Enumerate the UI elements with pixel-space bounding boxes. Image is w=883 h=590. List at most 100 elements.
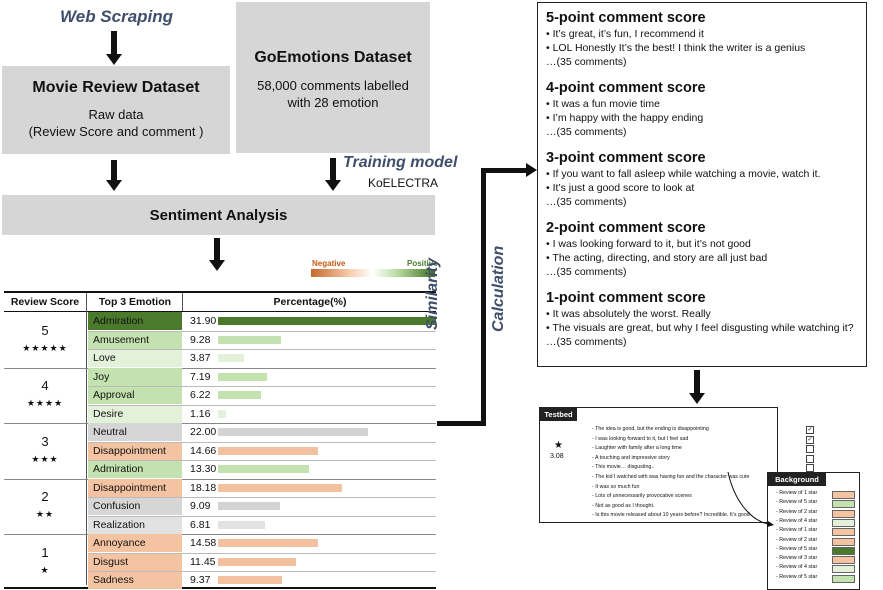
comment-item: • LOL Honestly It’s the best! I think th…	[546, 42, 806, 54]
sentiment-analysis-title: Sentiment Analysis	[149, 207, 288, 224]
score-section-title: 4-point comment score	[546, 80, 706, 96]
emotion-label: Sadness	[88, 571, 182, 589]
score-number: 1	[41, 544, 49, 560]
percentage-value: 6.22	[190, 389, 211, 401]
background-title: Background	[768, 473, 826, 486]
percentage-value: 7.19	[190, 370, 211, 383]
movie-review-line2: (Review Score and comment )	[28, 124, 204, 139]
testbed-title: Testbed	[540, 408, 577, 421]
similarity-label: Similarity	[424, 257, 441, 330]
score-cell: 3 ★★★	[4, 434, 86, 465]
background-mini-bar	[832, 491, 855, 499]
testbed-comment: - Not as good as I thought.	[592, 502, 655, 509]
percentage-value: 18.18	[190, 481, 217, 494]
percentage-value: 3.87	[190, 352, 211, 364]
row-divider	[88, 460, 436, 461]
score-section-title: 5-point comment score	[546, 10, 706, 26]
testbed-comment: - A touching and impressive story	[592, 454, 670, 461]
comment-item: • It was absolutely the worst. Really	[546, 308, 711, 320]
percentage-value: 9.09	[190, 500, 211, 512]
background-mini-bar	[832, 518, 855, 527]
percentage-bar	[218, 335, 282, 344]
background-review: - Review of 5 star	[776, 499, 818, 506]
comment-score-panel: 5-point comment score • It’s great, it’s …	[537, 2, 867, 367]
table-header: Review Score Top 3 Emotion Percentage(%)	[4, 293, 436, 312]
arrow-down-1	[106, 31, 122, 65]
emotion-row: Admiration 13.30	[88, 460, 436, 478]
testbed-comment: - The idea is good, but the ending is di…	[592, 426, 709, 432]
emotion-label: Disappointment	[88, 441, 182, 460]
header-percentage: Percentage(%)	[273, 296, 347, 308]
header-review-score: Review Score	[10, 296, 80, 308]
score-section-1: 1-point comment score • It was absolutely…	[546, 289, 864, 349]
goemotions-line2: with 28 emotion	[287, 95, 379, 110]
percentage-value: 14.66	[190, 444, 217, 457]
arrow-down-4	[209, 238, 225, 271]
emotion-row: Disgust 11.45	[88, 552, 436, 571]
score-section-title: 3-point comment score	[546, 150, 706, 166]
header-top3-emotion: Top 3 Emotion	[98, 296, 172, 308]
row-divider	[88, 386, 436, 387]
score-group-3: 3 ★★★ Neutral 22.00 Disappointment 14.66 Admir…	[4, 423, 436, 480]
web-scraping-label: Web Scraping	[60, 7, 174, 26]
percentage-bar	[218, 502, 281, 510]
percentage-bar	[218, 428, 369, 436]
comment-item: • I was looking forward to it, but it’s …	[546, 238, 751, 250]
testbed-checkbox[interactable]: ✓	[806, 426, 814, 434]
emotion-row: Desire 1.16	[88, 404, 436, 423]
arrow-right-icon	[526, 163, 537, 177]
background-review: - Review of 5 star	[776, 545, 818, 552]
calculation-label: Calculation	[490, 245, 507, 332]
percentage-bar	[218, 465, 309, 473]
testbed-checkbox[interactable]	[806, 454, 814, 463]
score-group-1: 1 ★ Annoyance 14.58 Disgust 11.45 Sadness 9.37	[4, 534, 436, 590]
row-divider	[88, 571, 436, 572]
background-mini-bar	[832, 537, 855, 546]
emotion-label: Approval	[88, 386, 182, 404]
goemotions-line1: 58,000 comments labelled	[257, 78, 409, 93]
comment-item: …(35 comments)	[546, 266, 627, 278]
score-stars-icon: ★★★★★	[22, 342, 68, 353]
percentage-bar	[218, 391, 261, 399]
emotion-label: Desire	[88, 404, 182, 423]
row-divider	[88, 330, 436, 332]
legend-positive-label: Positive	[407, 259, 438, 268]
emotion-row: Disappointment 14.66	[88, 441, 436, 460]
row-divider	[88, 497, 436, 498]
percentage-value: 9.37	[190, 574, 211, 586]
testbed-checkbox[interactable]: ✓	[806, 435, 814, 444]
comment-item: …(35 comments)	[546, 336, 627, 348]
score-group-5: 5 ★★★★★ Admiration 31.90 Amusement 9.28 Love 3.…	[4, 312, 436, 369]
emotion-label: Amusement	[88, 330, 182, 349]
score-section-5: 5-point comment score • It’s great, it’s …	[546, 9, 864, 69]
score-section-3: 3-point comment score • If you want to fa…	[546, 149, 864, 209]
score-group-2: 2 ★★ Disappointment 18.18 Confusion 9.09 Reali…	[4, 478, 436, 535]
background-panel: Background - Review of 1 star - Review of…	[767, 472, 860, 590]
testbed-panel: Testbed ★ 3.08 - The idea is good, but t…	[539, 407, 814, 523]
legend-negative-label: Negative	[312, 259, 346, 268]
comment-item: • I’m happy with the happy ending	[546, 112, 704, 124]
score-stars-icon: ★	[40, 564, 50, 575]
score-stars-icon: ★★	[35, 509, 55, 520]
movie-review-box: Movie Review Dataset Raw data (Review Sc…	[2, 66, 230, 154]
background-mini-bar	[832, 528, 855, 537]
goemotions-title: GoEmotions Dataset	[254, 49, 412, 66]
connector-horizontal	[437, 421, 485, 426]
testbed-score: 3.08	[550, 453, 564, 460]
percentage-value: 9.28	[190, 333, 211, 346]
testbed-checkbox[interactable]	[806, 445, 814, 454]
connector-top	[481, 168, 527, 173]
percentage-value: 14.58	[190, 537, 217, 549]
background-review: - Review of 2 star	[776, 508, 818, 515]
background-mini-bar	[832, 565, 855, 574]
emotion-row: Realization 6.81	[88, 515, 436, 534]
comment-item: …(35 comments)	[546, 196, 627, 208]
table-divider-1	[86, 293, 87, 585]
testbed-checkbox[interactable]	[806, 464, 814, 473]
emotion-label: Realization	[88, 515, 182, 534]
background-review: - Review of 3 star	[776, 555, 818, 562]
emotion-row: Annoyance 14.58	[88, 534, 436, 552]
testbed-comment: - This movie… disgusting..	[592, 464, 655, 471]
background-mini-bar	[832, 509, 855, 518]
emotion-row: Sadness 9.37	[88, 571, 436, 589]
